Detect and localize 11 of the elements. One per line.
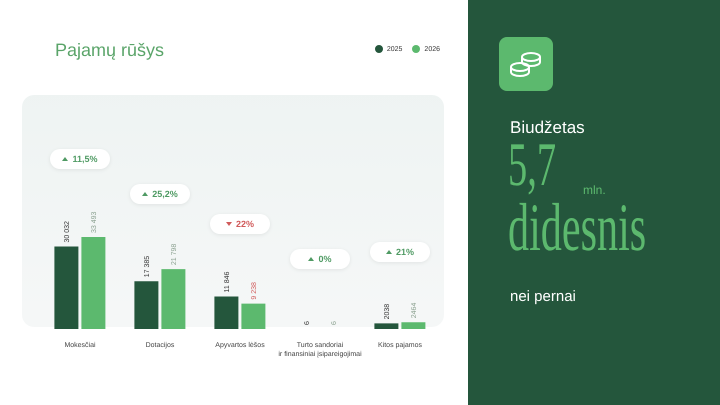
speech-bubble: 21% xyxy=(370,242,430,262)
speech-bubble: 0% xyxy=(290,248,350,269)
text: Biudžetas xyxy=(510,118,585,138)
speech-bubble: 22% xyxy=(210,214,270,234)
annotation: 21% xyxy=(396,246,414,257)
chart-title: Pajamų rūšys xyxy=(55,40,164,61)
text: mln. xyxy=(583,183,606,197)
speech-bubble: 11,5% xyxy=(50,149,110,169)
speech-bubble: 25,2% xyxy=(130,184,190,204)
annotation: 0% xyxy=(318,254,332,264)
text: nei pernai xyxy=(510,288,576,305)
